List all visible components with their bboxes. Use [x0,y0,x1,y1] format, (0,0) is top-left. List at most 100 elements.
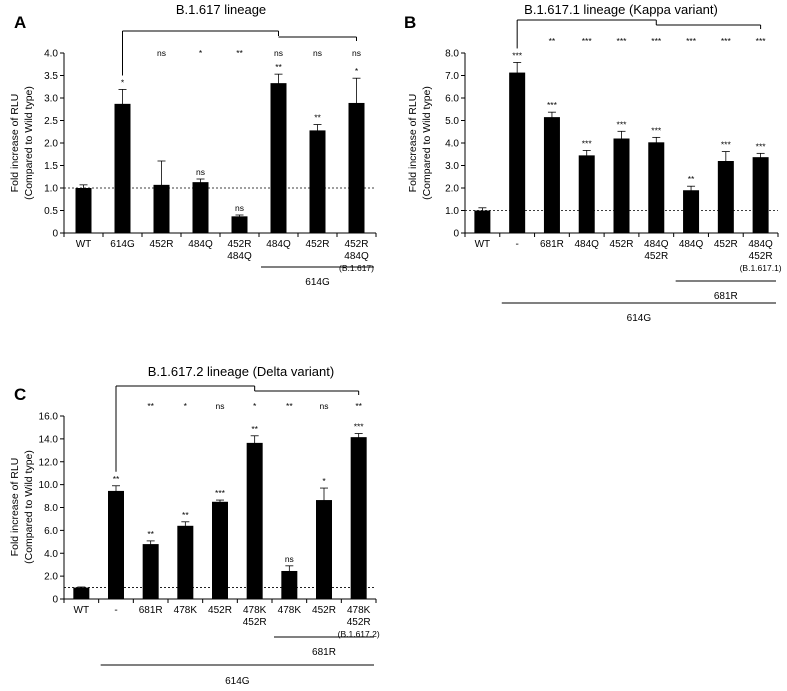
panel-b-group-label: 681R [714,291,738,302]
panel-b-y-tick-label: 0 [453,229,459,240]
panel-a-significance-label: * [355,66,359,76]
panel-c-significance-label: *** [354,421,365,431]
panel-a-comparison-sig: ns [352,48,361,58]
panel-c-comparison-sig: ** [147,401,154,411]
panel-c-significance-label: * [322,476,326,486]
panel-a-significance-label: ** [275,62,282,72]
panel-b-category-label: 452R [714,239,738,250]
panel-a-category-label: 614G [110,239,135,250]
panel-a-y-tick-label: 1.0 [44,184,58,195]
panel-c-significance-label: ** [251,424,258,434]
panel-b-ylabel: Fold increase of RLU [407,94,419,193]
panel-b-category-label: WT [475,239,491,250]
panel-a-significance-label: ** [314,113,321,123]
panel-c-category-label: 681R [139,605,163,616]
panel-c-bar [246,442,263,599]
panel-a-y-tick-label: 3.5 [44,71,58,82]
panel-c-y-tick-label: 10.0 [39,480,59,491]
panel-b-significance-label: *** [617,119,628,129]
panel-c-y-tick-label: 8.0 [44,503,58,514]
panel-b-category-label: 484Q [748,239,773,250]
panel-c-category-label: 478K [243,605,267,616]
panel-c-category-label: 452R [312,605,336,616]
panel-b-significance-label: *** [547,100,558,110]
panel-a-category-label: 452R [150,239,174,250]
panel-b-significance-label: *** [721,140,732,150]
panel-b-category-label: 681R [540,239,564,250]
panel-b-comparison-sig: *** [756,36,767,46]
panel-a-comparison-sig: ** [236,48,243,58]
panel-a-significance-label: ns [196,167,205,177]
panel-c-category-label: 478K [278,605,302,616]
panel-c-group-label: 614G [225,676,250,687]
panel-c-bar [177,525,194,599]
panel-c-y-tick-label: 12.0 [39,457,59,468]
panel-b-bar [752,157,769,233]
panel-b-category-label: 452R [749,251,773,262]
panel-a-category-label: 484Q [344,251,369,262]
panel-b-significance-label: *** [512,50,523,60]
panel-a-bar [114,103,131,233]
panel-a-ylabel: Fold increase of RLU [9,94,21,193]
panel-c-title: B.1.617.2 lineage (Delta variant) [148,364,334,379]
panel-c-significance-label: ** [147,529,154,539]
panel-a-y-tick-label: 4.0 [44,49,58,60]
panel-b-category-label: (B.1.617.1) [740,263,782,273]
panel-c-category-label: 478K [347,605,371,616]
panel-c-ylabel: (Compared to Wild type) [23,450,35,564]
panel-a-letter: A [14,13,26,32]
panel-c-y-tick-label: 0 [52,595,58,606]
panel-c-category-label: 452R [208,605,232,616]
panel-b-significance-label: *** [756,141,767,151]
panel-b-category-label: 484Q [644,239,669,250]
panel-b-bar [474,210,491,233]
panel-a-bar [270,83,287,234]
panel-b-significance-label: *** [651,125,662,135]
panel-b-title: B.1.617.1 lineage (Kappa variant) [524,2,718,17]
panel-b-comparison-sig: ** [549,36,556,46]
panel-c-comparison-sig: ns [216,401,225,411]
panel-c-category-label: (B.1.617.2) [338,629,380,639]
panel-b-category-label: 452R [610,239,634,250]
panel-c-letter: C [14,385,26,404]
panel-b-comparison-sig: *** [721,36,732,46]
panel-c-group-label: 681R [312,647,336,658]
panel-b-bar [543,117,560,233]
panel-b-letter: B [404,13,416,32]
panel-b-bar [683,190,700,233]
panel-a-bar [75,188,92,233]
panel-b-y-tick-label: 2.0 [445,184,459,195]
panel-c-significance-label: ** [113,474,120,484]
panel-a-comparison-sig: ns [274,48,283,58]
panel-c-bar [212,501,228,599]
panel-b-y-tick-label: 5.0 [445,116,459,127]
panel-b-category-label: - [515,239,518,250]
panel-a-category-label: (B.1.617) [339,263,374,273]
panel-c-bar [316,500,332,599]
panel-a-title: B.1.617 lineage [176,2,266,17]
panel-c-ylabel: Fold increase of RLU [9,458,21,557]
panel-b-y-tick-label: 6.0 [445,94,459,105]
panel-b-bar [648,142,665,233]
panel-b-y-tick-label: 4.0 [445,139,459,150]
panel-c-significance-label: ns [285,554,294,564]
panel-a-group-label: 614G [305,277,330,288]
panel-a-category-label: 484Q [266,239,291,250]
panel-a-comparison-sig: ns [313,48,322,58]
panel-c-comparison-sig: * [253,401,257,411]
panel-b-significance-label: ** [688,174,695,184]
panel-c-y-tick-label: 4.0 [44,549,58,560]
panel-b-significance-label: *** [582,138,593,148]
panel-b-comparison-sig: *** [582,36,593,46]
panel-b-ylabel: (Compared to Wild type) [421,86,433,200]
panel-b-category-label: 484Q [574,239,599,250]
panel-b-bar [613,138,630,233]
panel-a-significance-label: ns [235,203,244,213]
panel-a-comparison-sig: * [199,48,203,58]
panel-b-y-tick-label: 1.0 [445,206,459,217]
panel-b-bar [578,155,595,233]
panel-a-y-tick-label: 2.5 [44,116,58,127]
panel-c-comparison-sig: ** [286,401,293,411]
panel-b-comparison-sig: *** [651,36,662,46]
panel-a-category-label: 452R [345,239,369,250]
